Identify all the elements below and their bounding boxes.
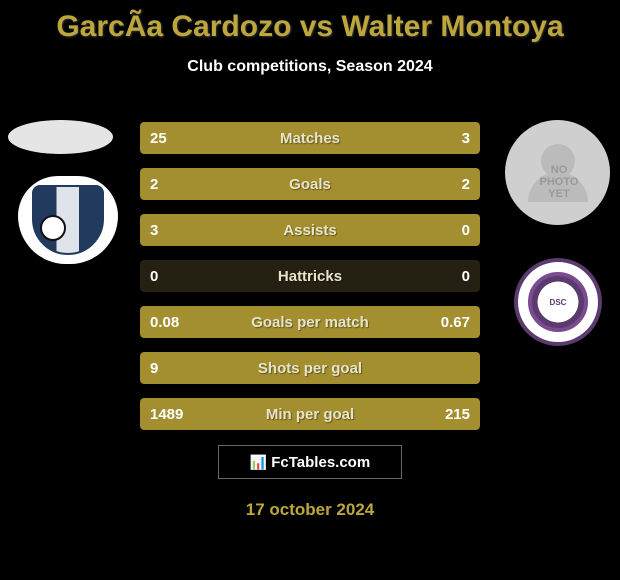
player-left-avatar: [8, 120, 113, 154]
stat-row: Hattricks0 0: [140, 260, 480, 292]
stat-value-right: 3: [462, 122, 470, 154]
stat-value-left: 1489: [150, 398, 183, 430]
stat-value-right: 2: [462, 168, 470, 200]
stat-value-left: 3: [150, 214, 158, 246]
stat-value-left: 0: [150, 260, 158, 292]
player-right-avatar: NO PHOTO YET: [505, 120, 610, 225]
stat-value-right: 0: [462, 260, 470, 292]
club-crest-right: DSC: [514, 258, 602, 346]
crest-right-inner: DSC: [528, 272, 588, 332]
crest-left-shield: [32, 185, 104, 255]
stat-value-left: 0.08: [150, 306, 179, 338]
stat-value-left: 25: [150, 122, 167, 154]
footer-brand-text: FcTables.com: [271, 454, 370, 471]
stat-value-left: 9: [150, 352, 158, 384]
stat-value-right: 0: [462, 214, 470, 246]
stat-label: Goals per match: [140, 306, 480, 338]
stat-value-left: 2: [150, 168, 158, 200]
stat-row: Goals per match0.08 0.67: [140, 306, 480, 338]
stat-label: Hattricks: [140, 260, 480, 292]
stat-label: Shots per goal: [140, 352, 480, 384]
stats-container: Matches253Goals22Assists30Hattricks00Goa…: [140, 122, 480, 444]
stat-label: Goals: [140, 168, 480, 200]
stat-row: Goals2 2: [140, 168, 480, 200]
stat-row: Shots per goal9: [140, 352, 480, 384]
date-label: 17 october 2024: [0, 500, 620, 520]
footer-logo-icon: 📊: [250, 454, 267, 471]
stat-label: Assists: [140, 214, 480, 246]
stat-label: Matches: [140, 122, 480, 154]
stat-row: Min per goal1489 215: [140, 398, 480, 430]
stat-label: Min per goal: [140, 398, 480, 430]
crest-left-ball-icon: [40, 215, 66, 241]
page-title: GarcÃ­a Cardozo vs Walter Montoya: [0, 0, 620, 44]
stat-row: Matches25 3: [140, 122, 480, 154]
footer-brand-box: 📊 FcTables.com: [218, 445, 402, 479]
stat-value-right: 215: [445, 398, 470, 430]
stat-row: Assists3 0: [140, 214, 480, 246]
avatar-placeholder-text: NO PHOTO YET: [535, 164, 583, 200]
club-crest-left: [18, 176, 118, 264]
subtitle: Club competitions, Season 2024: [0, 58, 620, 76]
stat-value-right: 0.67: [441, 306, 470, 338]
